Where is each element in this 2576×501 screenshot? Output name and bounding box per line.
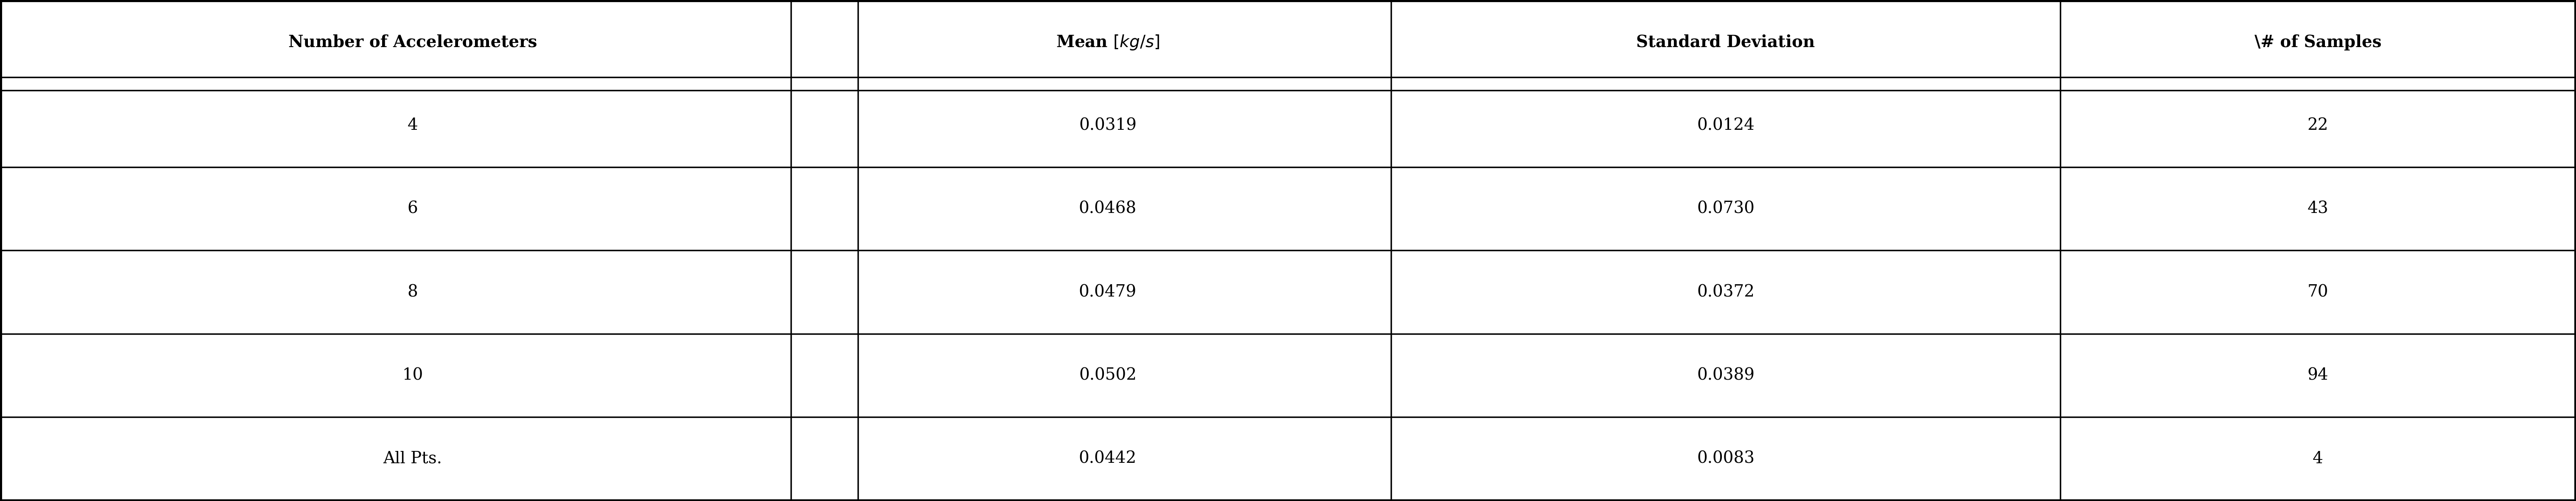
Text: 0.0389: 0.0389: [1698, 368, 1754, 383]
Text: Mean $[kg/s]$: Mean $[kg/s]$: [1056, 34, 1159, 51]
Text: 70: 70: [2308, 284, 2329, 300]
Text: 22: 22: [2308, 118, 2329, 133]
Text: 0.0372: 0.0372: [1698, 284, 1754, 300]
Text: 4: 4: [2313, 451, 2324, 466]
Text: 0.0468: 0.0468: [1079, 201, 1136, 217]
Text: 0.0124: 0.0124: [1698, 118, 1754, 133]
Text: Standard Deviation: Standard Deviation: [1636, 34, 1816, 50]
Text: 8: 8: [407, 284, 417, 300]
Text: 0.0083: 0.0083: [1698, 451, 1754, 466]
Text: 4: 4: [407, 118, 417, 133]
Text: 0.0479: 0.0479: [1079, 284, 1136, 300]
Text: 10: 10: [402, 368, 422, 383]
Text: 0.0730: 0.0730: [1698, 201, 1754, 217]
Text: 94: 94: [2308, 368, 2329, 383]
Text: 43: 43: [2308, 201, 2329, 217]
Text: Number of Accelerometers: Number of Accelerometers: [289, 34, 536, 50]
Text: 0.0319: 0.0319: [1079, 118, 1136, 133]
Text: 0.0442: 0.0442: [1079, 451, 1136, 466]
Text: \# of Samples: \# of Samples: [2254, 34, 2380, 50]
Text: 0.0502: 0.0502: [1079, 368, 1136, 383]
Text: All Pts.: All Pts.: [384, 451, 443, 466]
Text: 6: 6: [407, 201, 417, 217]
